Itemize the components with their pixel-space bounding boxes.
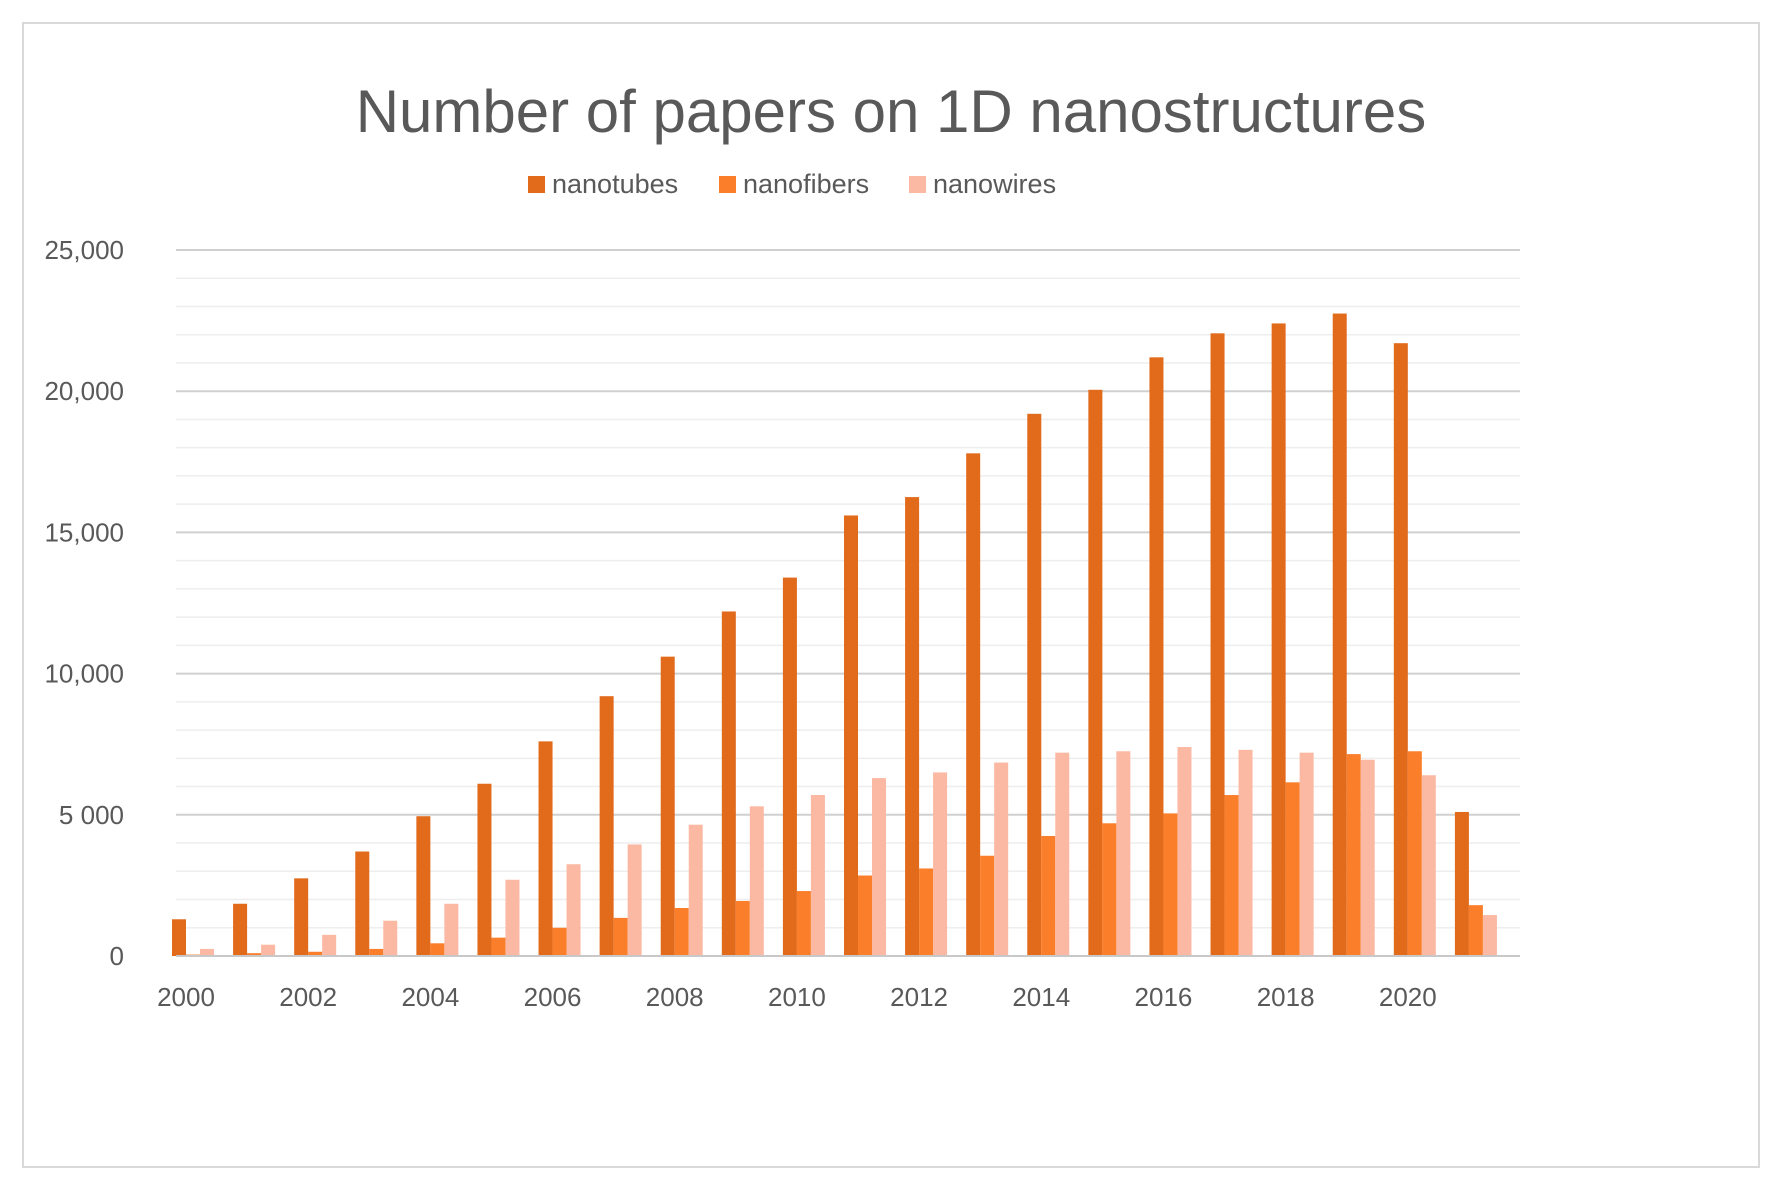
bar-nanofibers-2018 (1285, 782, 1300, 956)
bar-nanotubes-2008 (660, 656, 675, 956)
bar-nanowires-2000 (200, 948, 214, 956)
bar-nanowires-2002 (322, 934, 337, 956)
legend-label: nanofibers (743, 169, 869, 199)
bar-nanotubes-2019 (1332, 313, 1347, 956)
bar-nanotubes-2015 (1088, 389, 1103, 957)
chart-frame: Number of papers on 1D nanostructures na… (22, 22, 1760, 1168)
bar-nanofibers-2004 (430, 943, 445, 956)
bar-nanofibers-2008 (674, 907, 689, 956)
bar-nanotubes-2010 (782, 577, 797, 956)
bar-nanotubes-2002 (294, 878, 309, 956)
y-tick-label: 0 (110, 941, 124, 971)
bar-nanowires-2017 (1238, 749, 1253, 956)
bar-nanofibers-2007 (613, 917, 628, 956)
bar-nanofibers-2012 (919, 868, 934, 956)
bar-nanotubes-2003 (355, 851, 370, 956)
x-axis: 2000 2002 2004 2006 2008 2010 2012 2014 2016 2018… (157, 955, 1520, 1012)
x-tick-label: 2002 (279, 982, 337, 1012)
bar-nanofibers-2003 (369, 948, 384, 956)
x-tick-label: 2014 (1012, 982, 1070, 1012)
y-axis: 0 5 000 10,000 15,000 20,000 25,000 (44, 235, 124, 971)
y-tick-label: 25,000 (44, 235, 124, 265)
chart-title: Number of papers on 1D nanostructures (356, 78, 1427, 145)
y-tick-label: 10,000 (44, 659, 124, 689)
bar-nanowires-2020 (1421, 775, 1436, 956)
bar-nanofibers-2021 (1468, 905, 1483, 956)
bar-nanowires-2021 (1482, 915, 1497, 956)
bar-nanotubes-2016 (1149, 357, 1164, 956)
x-tick-label: 2012 (890, 982, 948, 1012)
legend-swatch (909, 176, 926, 193)
bar-nanowires-2013 (994, 762, 1009, 956)
bar-nanowires-2008 (688, 824, 703, 956)
bar-nanowires-2004 (444, 903, 459, 956)
bar-nanofibers-2014 (1041, 835, 1056, 956)
bar-nanofibers-2016 (1163, 813, 1178, 956)
x-tick-label: 2018 (1257, 982, 1315, 1012)
bar-nanotubes-2021 (1454, 811, 1469, 956)
bar-nanowires-2009 (749, 806, 764, 956)
legend-swatch (528, 176, 545, 193)
bar-nanowires-2010 (810, 795, 825, 956)
legend-item-nanotubes: nanotubes (528, 169, 678, 199)
bar-nanowires-2006 (566, 864, 581, 956)
bar-nanofibers-2017 (1224, 795, 1239, 956)
y-tick-label: 5 000 (59, 800, 124, 830)
bar-nanotubes-2020 (1393, 343, 1408, 956)
bar-nanofibers-2002 (308, 951, 323, 956)
legend-item-nanofibers: nanofibers (719, 169, 869, 199)
legend: nanotubes nanofibers nanowires (528, 169, 1056, 199)
bars (172, 313, 1497, 957)
bar-nanowires-2015 (1116, 751, 1131, 956)
bar-nanofibers-2020 (1407, 751, 1422, 956)
x-tick-label: 2000 (157, 982, 215, 1012)
bar-nanowires-2018 (1299, 752, 1314, 956)
bar-nanotubes-2009 (721, 611, 736, 956)
bar-nanofibers-2009 (735, 900, 750, 956)
bar-nanowires-2001 (261, 944, 276, 956)
bar-nanofibers-2019 (1346, 754, 1361, 956)
bar-nanofibers-2013 (980, 855, 995, 956)
x-tick-label: 2010 (768, 982, 826, 1012)
legend-item-nanowires: nanowires (909, 169, 1056, 199)
bar-nanotubes-2001 (233, 903, 248, 956)
bar-nanotubes-2004 (416, 816, 431, 956)
bar-nanofibers-2006 (552, 927, 567, 956)
bar-nanotubes-2012 (905, 497, 920, 956)
bar-nanowires-2014 (1055, 752, 1070, 956)
bar-nanowires-2005 (505, 879, 520, 956)
bar-nanofibers-2005 (491, 937, 506, 956)
bar-nanotubes-2000 (172, 919, 186, 956)
bar-nanofibers-2015 (1102, 823, 1117, 956)
x-tick-label: 2006 (524, 982, 582, 1012)
bar-nanowires-2003 (383, 920, 398, 956)
y-tick-label: 15,000 (44, 517, 124, 547)
x-tick-label: 2020 (1379, 982, 1437, 1012)
bar-nanofibers-2010 (796, 891, 811, 956)
bar-nanotubes-2018 (1271, 323, 1286, 956)
bar-nanotubes-2013 (966, 453, 981, 956)
bar-nanofibers-2011 (858, 875, 872, 956)
bar-nanowires-2011 (872, 778, 886, 956)
legend-label: nanotubes (552, 169, 678, 199)
bar-nanowires-2007 (627, 844, 642, 956)
bar-nanotubes-2006 (538, 741, 553, 956)
bar-nanotubes-2007 (599, 696, 614, 956)
x-tick-label: 2004 (401, 982, 459, 1012)
bar-nanofibers-2001 (247, 953, 262, 956)
bar-nanotubes-2017 (1210, 333, 1225, 957)
bar-nanotubes-2011 (844, 515, 858, 956)
bar-chart: Number of papers on 1D nanostructures na… (44, 78, 1520, 1012)
bar-nanowires-2016 (1177, 747, 1192, 956)
bar-nanowires-2019 (1360, 759, 1375, 956)
bar-nanotubes-2014 (1027, 413, 1042, 956)
legend-swatch (719, 176, 736, 193)
y-tick-label: 20,000 (44, 376, 124, 406)
legend-label: nanowires (933, 169, 1056, 199)
bar-nanowires-2012 (933, 772, 948, 956)
x-tick-label: 2008 (646, 982, 704, 1012)
bar-nanotubes-2005 (477, 783, 492, 956)
x-tick-label: 2016 (1135, 982, 1193, 1012)
